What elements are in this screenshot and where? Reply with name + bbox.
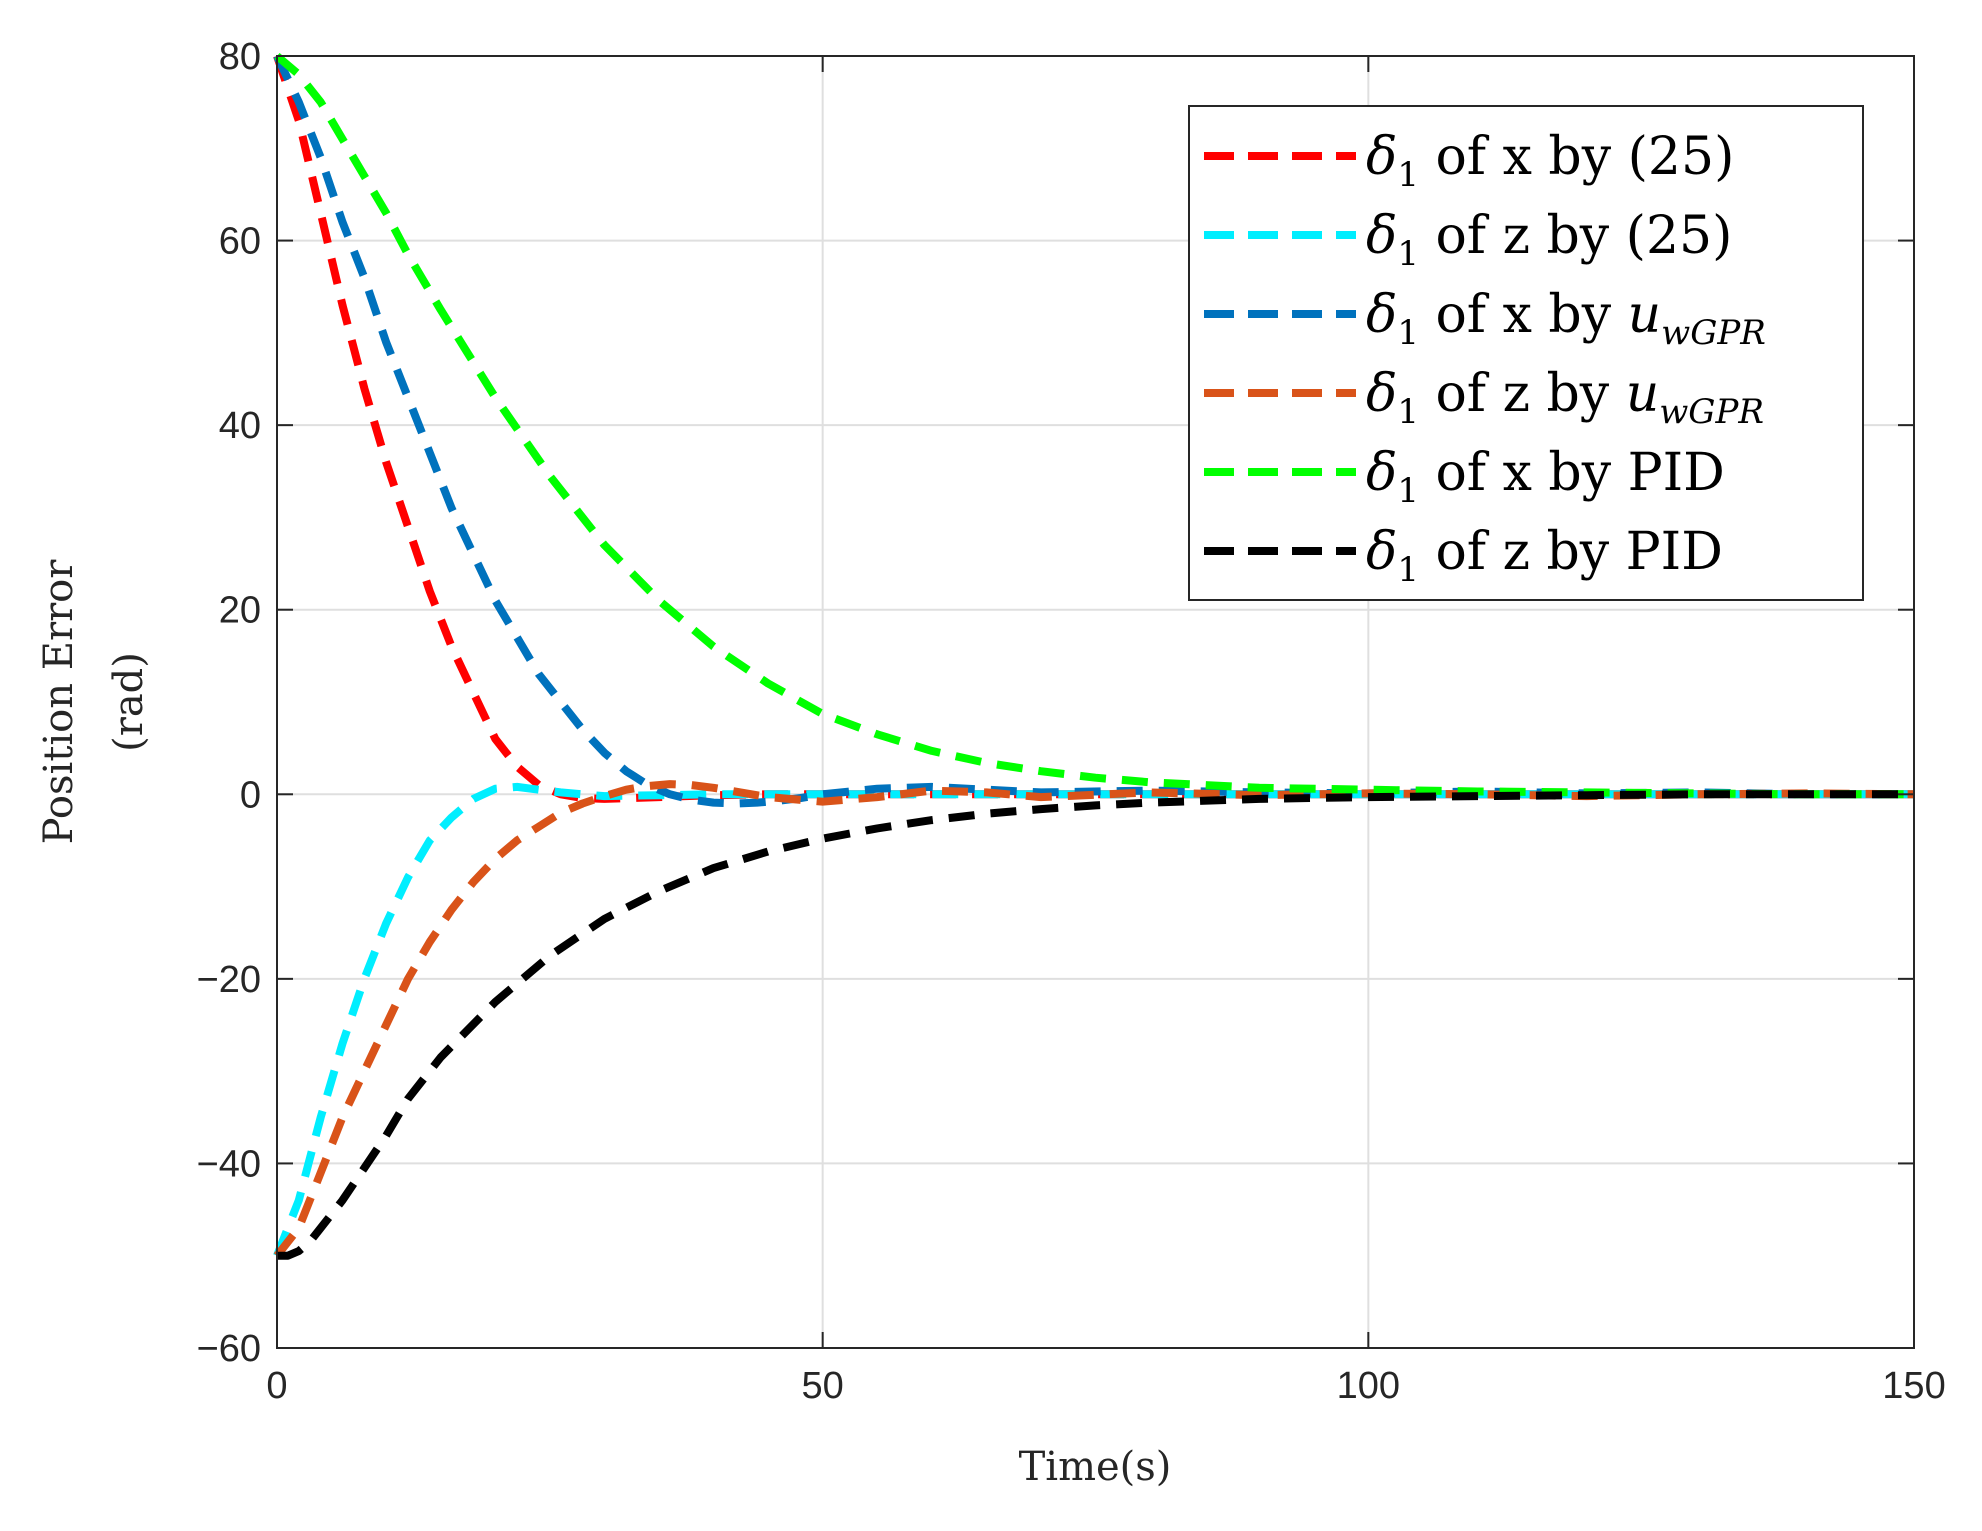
y-axis-title-line-1: Position Error bbox=[36, 559, 82, 845]
series-line-delta1-x-by-pid bbox=[274, 52, 1914, 799]
plot-frame bbox=[276, 55, 1915, 1349]
series-line-delta1-z-by-25 bbox=[273, 782, 1914, 1258]
legend-box bbox=[1188, 105, 1864, 601]
series-line-delta1-x-by-25 bbox=[273, 54, 1914, 803]
x-tick-label: 50 bbox=[802, 1365, 844, 1407]
y-tick-label: −60 bbox=[197, 1328, 261, 1370]
y-tick-label: 20 bbox=[219, 590, 261, 632]
y-tick-label: 60 bbox=[219, 221, 261, 263]
legend-label-delta1-x-by-25: δ1 of x by (25) bbox=[1366, 127, 1734, 195]
y-axis-title-line-2: (rad) bbox=[106, 652, 152, 752]
series-line-delta1-x-by-uwgpr bbox=[273, 54, 1914, 808]
x-tick-label: 100 bbox=[1337, 1365, 1400, 1407]
ticks: 0 50 100 150 80 60 40 20 0 −20 −40 −60 bbox=[197, 36, 1946, 1407]
y-tick-label: −40 bbox=[197, 1143, 261, 1185]
legend-label-delta1-z-by-pid: δ1 of z by PID bbox=[1366, 522, 1723, 590]
x-axis-title: Time(s) bbox=[1019, 1444, 1172, 1490]
y-tick-label: 40 bbox=[219, 405, 261, 447]
legend-label-delta1-z-by-uwgpr: δ1 of z by uwGPR bbox=[1366, 364, 1764, 432]
legend-label-delta1-x-by-pid: δ1 of x by PID bbox=[1366, 443, 1725, 511]
legend-label-delta1-z-by-25: δ1 of z by (25) bbox=[1366, 206, 1732, 274]
legend: δ1 of x by (25) δ1 of z by (25) δ1 of x by… bbox=[1188, 105, 1864, 601]
y-tick-label: −20 bbox=[197, 959, 261, 1001]
x-tick-label: 0 bbox=[266, 1365, 287, 1407]
x-tick-label: 150 bbox=[1882, 1365, 1945, 1407]
y-tick-label: 0 bbox=[240, 774, 261, 816]
y-tick-label: 80 bbox=[219, 36, 261, 78]
series-line-delta1-z-by-pid bbox=[277, 790, 1914, 1260]
legend-label-delta1-x-by-uwgpr: δ1 of x by uwGPR bbox=[1366, 285, 1766, 353]
series-layer bbox=[273, 52, 1915, 1260]
